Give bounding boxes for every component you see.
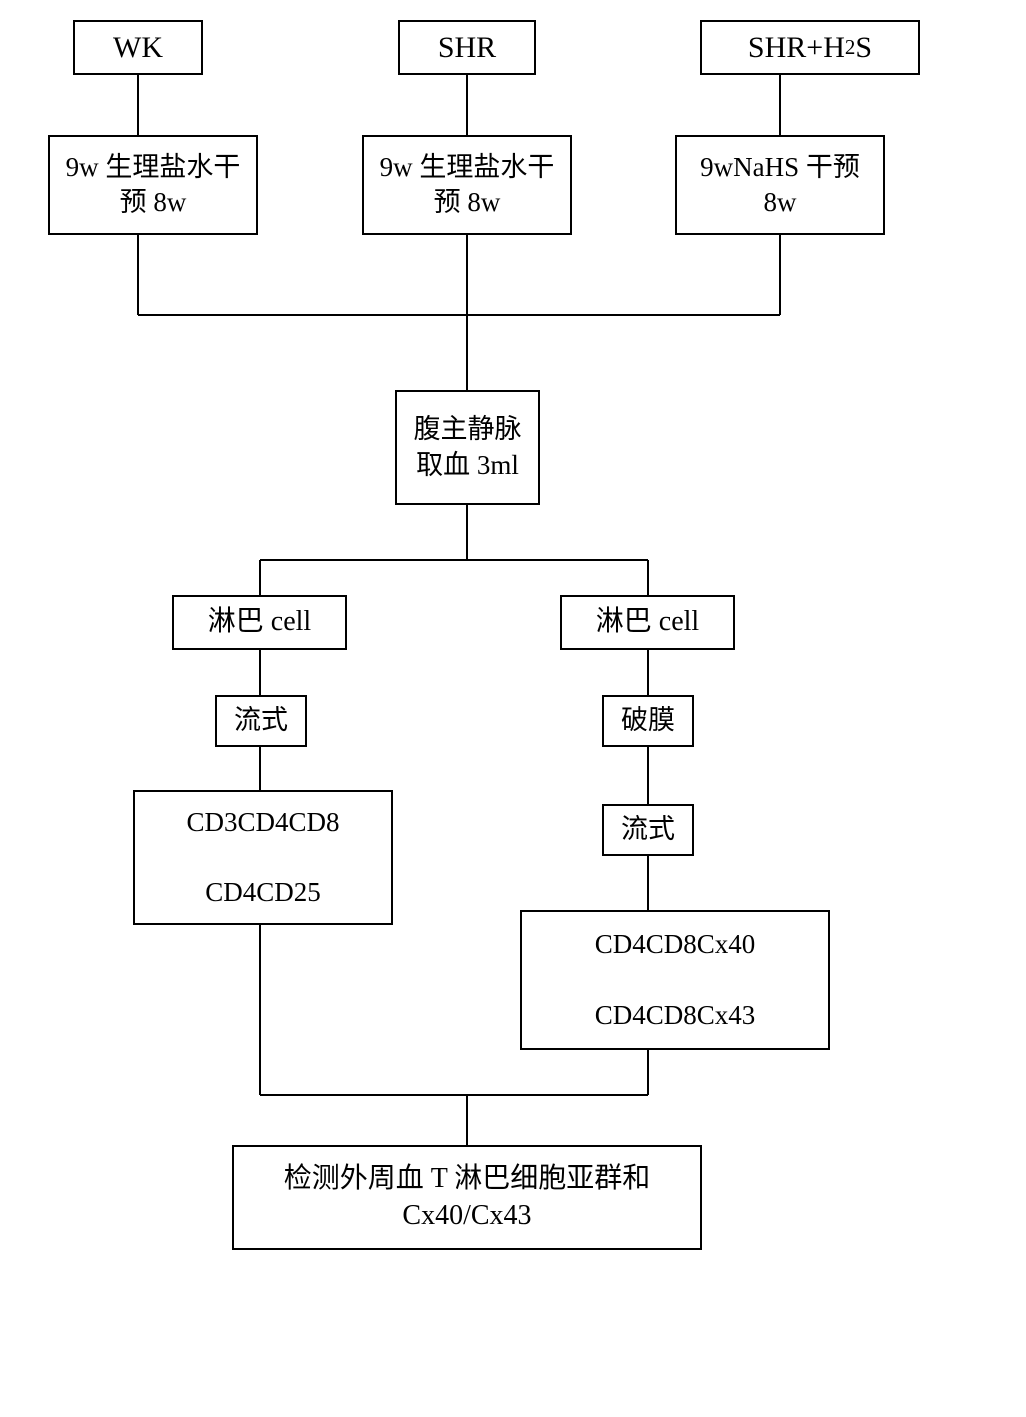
node-flow-r: 流式 xyxy=(602,804,694,856)
node-shrh2s: SHR+H2S xyxy=(700,20,920,75)
node-wk: WK xyxy=(73,20,203,75)
node-blood: 腹主静脉取血 3ml xyxy=(395,390,540,505)
node-wk-tx: 9w 生理盐水干预 8w xyxy=(48,135,258,235)
node-shr: SHR xyxy=(398,20,536,75)
node-detect: 检测外周血 T 淋巴细胞亚群和 Cx40/Cx43 xyxy=(232,1145,702,1250)
node-lymph-l: 淋巴 cell xyxy=(172,595,347,650)
node-perm-r: 破膜 xyxy=(602,695,694,747)
node-shr-tx: 9w 生理盐水干预 8w xyxy=(362,135,572,235)
node-cd-r: CD4CD8Cx40CD4CD8Cx43 xyxy=(520,910,830,1050)
node-flow-l: 流式 xyxy=(215,695,307,747)
node-h2s-tx: 9wNaHS 干预 8w xyxy=(675,135,885,235)
node-cd-l: CD3CD4CD8CD4CD25 xyxy=(133,790,393,925)
node-lymph-r: 淋巴 cell xyxy=(560,595,735,650)
